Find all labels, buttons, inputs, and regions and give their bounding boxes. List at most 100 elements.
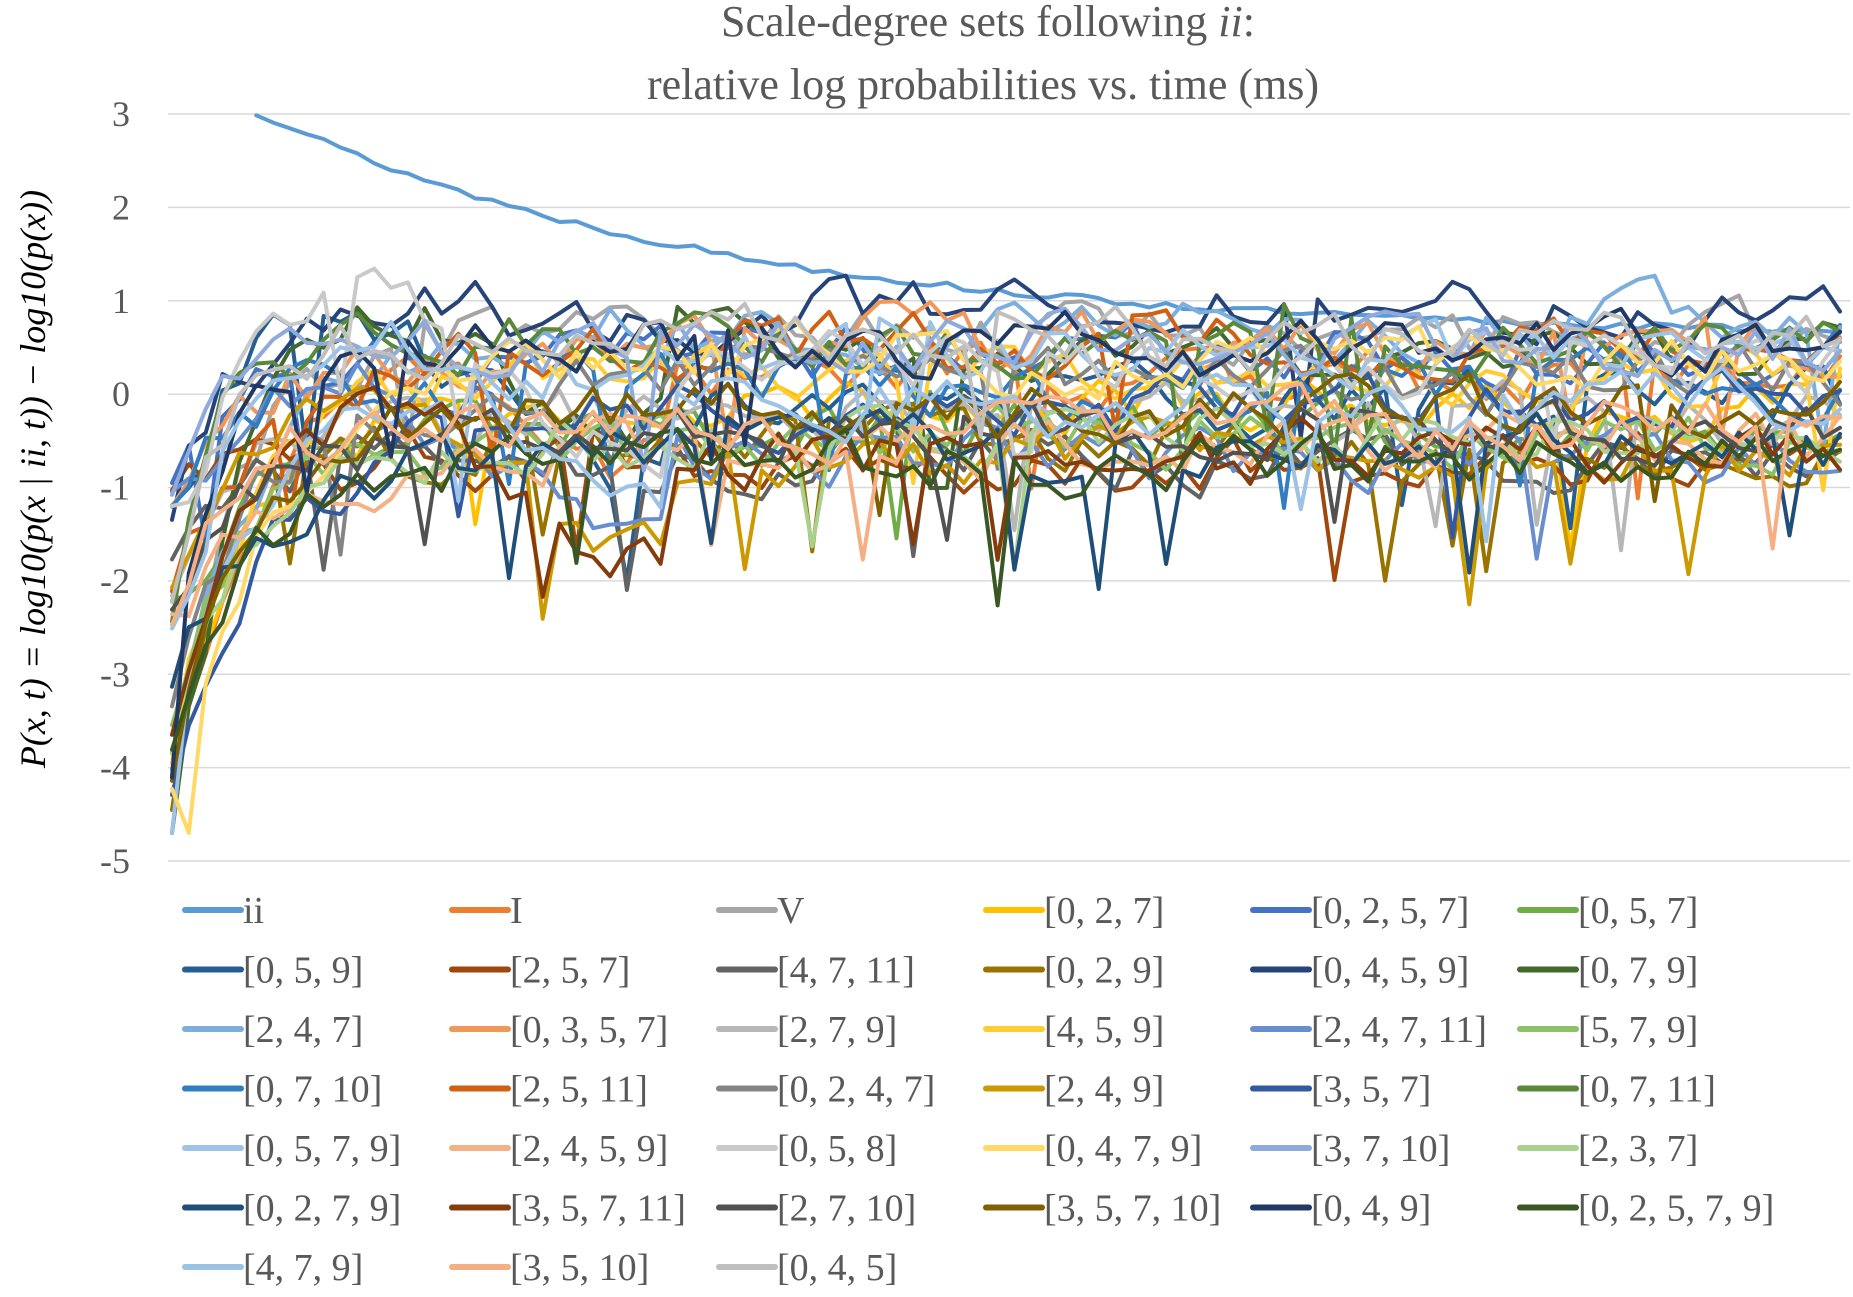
- legend-entry: [0, 7, 9]: [1517, 950, 1698, 992]
- chart-subtitle: relative log probabilities vs. time (ms): [647, 60, 1319, 109]
- y-tick-label: 0: [112, 374, 130, 414]
- legend-entry: [3, 5, 7]: [1250, 1069, 1431, 1111]
- legend-entry: [0, 4, 7, 9]: [983, 1128, 1202, 1170]
- series-line: [170, 301, 1842, 604]
- legend-entry: [0, 2, 5, 7]: [1250, 890, 1469, 932]
- legend-label: [0, 2, 4, 7]: [777, 1069, 935, 1111]
- legend-entry: [2, 7, 9]: [716, 1009, 897, 1051]
- y-tick-label: -2: [100, 561, 130, 601]
- y-tick-label: -1: [100, 468, 130, 508]
- legend-label: [2, 7, 9]: [777, 1009, 897, 1051]
- legend-entry: [0, 5, 8]: [716, 1128, 897, 1170]
- y-tick-label: 1: [112, 281, 130, 321]
- series-line: [170, 403, 1842, 755]
- legend-label: V: [777, 890, 805, 932]
- legend-entry: [3, 7, 10]: [1250, 1128, 1450, 1170]
- chart-title-italic: ii: [1218, 0, 1242, 46]
- legend-label: ii: [243, 890, 264, 932]
- legend-label: [5, 7, 9]: [1578, 1009, 1698, 1051]
- series-line: [170, 427, 1842, 752]
- y-axis-label: P(x, t) = log10(p(x | ii, t)) − log10(p(…: [13, 190, 53, 769]
- legend-entry: [4, 7, 11]: [716, 950, 915, 992]
- legend-label: [0, 2, 7]: [1044, 890, 1164, 932]
- legend-label: [2, 5, 7]: [510, 950, 630, 992]
- series-line: [170, 372, 1842, 783]
- legend-entry: [0, 4, 5, 9]: [1250, 950, 1469, 992]
- legend-label: [0, 5, 7]: [1578, 890, 1698, 932]
- legend-label: [0, 5, 9]: [243, 950, 363, 992]
- legend-entry: [2, 4, 7]: [182, 1009, 363, 1051]
- legend-entry: [0, 5, 7]: [1517, 890, 1698, 932]
- legend-label: [0, 7, 10]: [243, 1069, 382, 1111]
- y-tick-label: -3: [100, 654, 130, 694]
- legend-entry: [3, 5, 10]: [449, 1247, 649, 1289]
- legend-entry: [2, 4, 7, 11]: [1250, 1009, 1487, 1051]
- y-tick-label: 3: [112, 94, 130, 134]
- legend-label: [0, 3, 5, 7]: [510, 1009, 668, 1051]
- legend-label: [3, 5, 10]: [510, 1247, 649, 1289]
- legend-entry: [3, 5, 7, 11]: [449, 1188, 686, 1230]
- y-tick-labels: 3 2 1 0 -1 -2 -3 -4 -5: [100, 94, 130, 881]
- legend-entry: ii: [182, 890, 264, 932]
- legend-label: [4, 7, 9]: [243, 1247, 363, 1289]
- y-tick-label: 2: [112, 187, 130, 227]
- y-tick-label: -4: [100, 748, 130, 788]
- series-line: [170, 381, 1842, 627]
- legend-entry: [0, 7, 11]: [1517, 1069, 1716, 1111]
- legend-label: [2, 4, 7]: [243, 1009, 363, 1051]
- legend-label: [0, 2, 9]: [1044, 950, 1164, 992]
- chart-title-line1: Scale-degree sets following: [721, 0, 1218, 46]
- legend-entry: [0, 2, 5, 7, 9]: [1517, 1188, 1774, 1230]
- legend-label: [0, 2, 7, 9]: [243, 1188, 401, 1230]
- legend-label: [3, 5, 7, 11]: [510, 1188, 686, 1230]
- plot-area: [170, 113, 1842, 835]
- legend-label: [3, 5, 7]: [1311, 1069, 1431, 1111]
- legend-label: [0, 4, 5, 9]: [1311, 950, 1469, 992]
- legend-label: [2, 5, 11]: [510, 1069, 648, 1111]
- series-line: [170, 306, 1842, 780]
- legend-label: [0, 4, 9]: [1311, 1188, 1431, 1230]
- legend-entry: [2, 7, 10]: [716, 1188, 916, 1230]
- legend-entry: [0, 3, 5, 7]: [449, 1009, 668, 1051]
- legend-label: [0, 4, 5]: [777, 1247, 897, 1289]
- legend-entry: [3, 5, 7, 10]: [983, 1188, 1221, 1230]
- legend-label: [4, 5, 9]: [1044, 1009, 1164, 1051]
- legend-label: [2, 3, 7]: [1578, 1128, 1698, 1170]
- legend-entry: [2, 5, 11]: [449, 1069, 648, 1111]
- legend-entry: [0, 2, 9]: [983, 950, 1164, 992]
- legend-entry: V: [716, 890, 805, 932]
- legend-label: [0, 7, 9]: [1578, 950, 1698, 992]
- legend-entry: [0, 7, 10]: [182, 1069, 382, 1111]
- legend-label: [3, 5, 7, 10]: [1044, 1188, 1221, 1230]
- series-line: [254, 113, 1842, 335]
- legend-entry: [2, 5, 7]: [449, 950, 630, 992]
- legend-label: [2, 7, 10]: [777, 1188, 916, 1230]
- legend-entry: [4, 7, 9]: [182, 1247, 363, 1289]
- legend-label: [0, 2, 5, 7, 9]: [1578, 1188, 1774, 1230]
- legend-entry: [2, 3, 7]: [1517, 1128, 1698, 1170]
- legend-entry: [0, 5, 9]: [182, 950, 363, 992]
- legend-label: [2, 4, 5, 9]: [510, 1128, 668, 1170]
- series-line: [170, 273, 1842, 522]
- legend-entry: I: [449, 890, 523, 932]
- legend-entry: [0, 2, 4, 7]: [716, 1069, 935, 1111]
- chart-title: Scale-degree sets following ii:: [721, 0, 1255, 46]
- legend-label: [0, 2, 5, 7]: [1311, 890, 1469, 932]
- legend-entry: [0, 4, 9]: [1250, 1188, 1431, 1230]
- legend-label: [0, 7, 11]: [1578, 1069, 1716, 1111]
- legend-entry: [0, 2, 7]: [983, 890, 1164, 932]
- legend-label: [3, 7, 10]: [1311, 1128, 1450, 1170]
- legend-label: I: [510, 890, 523, 932]
- series-line: [170, 319, 1842, 631]
- legend-label: [0, 4, 7, 9]: [1044, 1128, 1202, 1170]
- legend-label: [0, 5, 8]: [777, 1128, 897, 1170]
- legend-entry: [5, 7, 9]: [1517, 1009, 1698, 1051]
- legend-entry: [4, 5, 9]: [983, 1009, 1164, 1051]
- legend-label: [4, 7, 11]: [777, 950, 915, 992]
- series-line: [170, 318, 1842, 835]
- legend-entry: [0, 2, 7, 9]: [182, 1188, 401, 1230]
- series-line: [170, 266, 1842, 508]
- y-tick-label: -5: [100, 841, 130, 881]
- legend-label: [0, 5, 7, 9]: [243, 1128, 401, 1170]
